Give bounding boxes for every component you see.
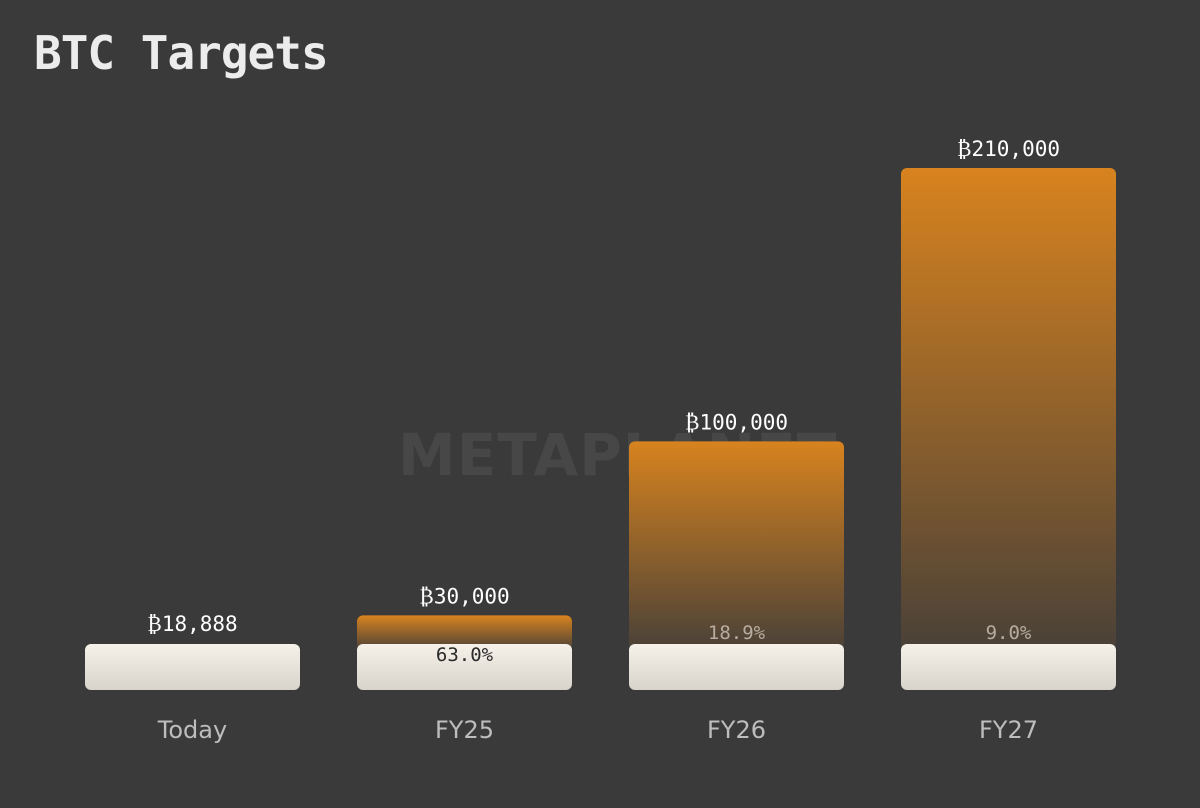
bar-fy25 bbox=[357, 615, 572, 650]
bar-fy27 bbox=[901, 168, 1116, 650]
base-block-fy26 bbox=[629, 644, 844, 690]
category-label-fy25: FY25 bbox=[435, 716, 494, 744]
growth-label-fy27: 9.0% bbox=[986, 622, 1032, 644]
value-label-fy26: ₿100,000 bbox=[685, 410, 788, 434]
category-label-fy27: FY27 bbox=[979, 716, 1038, 744]
category-label-today: Today bbox=[157, 716, 227, 744]
bar-fy26 bbox=[629, 441, 844, 650]
growth-label-fy26: 18.9% bbox=[708, 622, 766, 644]
base-block-fy25 bbox=[357, 644, 572, 690]
base-block-today bbox=[85, 644, 300, 690]
value-label-fy25: ₿30,000 bbox=[419, 584, 509, 608]
category-label-fy26: FY26 bbox=[707, 716, 766, 744]
chart-title: BTC Targets bbox=[34, 26, 329, 80]
bars-group: ₿18,888 Today ₿30,000 63.0% FY25 ₿100,000 18.9… bbox=[85, 137, 1116, 744]
base-block-fy27 bbox=[901, 644, 1116, 690]
growth-label-fy25: 63.0% bbox=[436, 644, 494, 666]
value-label-today: ₿18,888 bbox=[147, 612, 237, 636]
value-label-fy27: ₿210,000 bbox=[957, 137, 1060, 161]
